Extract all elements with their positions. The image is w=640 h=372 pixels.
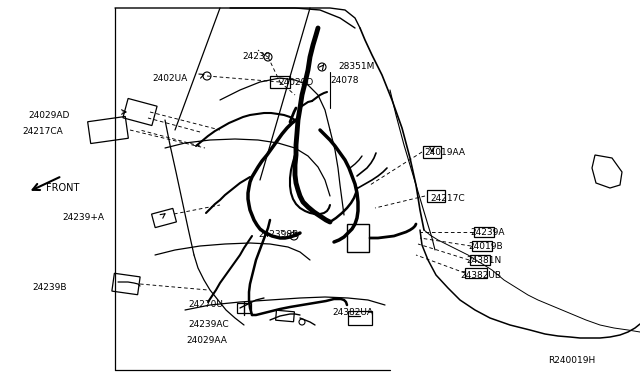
Text: 24019AA: 24019AA <box>424 148 465 157</box>
Text: 24029AD: 24029AD <box>28 111 69 120</box>
Text: 28351M: 28351M <box>338 62 374 71</box>
Polygon shape <box>592 155 622 188</box>
Text: 24029AA: 24029AA <box>186 336 227 345</box>
Text: 24239A: 24239A <box>470 228 504 237</box>
Text: 24078: 24078 <box>330 76 358 85</box>
Text: 24217C: 24217C <box>430 194 465 203</box>
Text: 24029D: 24029D <box>278 78 313 87</box>
Text: 242398B: 242398B <box>258 230 298 239</box>
Text: 24381N: 24381N <box>466 256 501 265</box>
Text: 24239B: 24239B <box>32 283 67 292</box>
Text: 24019B: 24019B <box>468 242 502 251</box>
Text: 24239AC: 24239AC <box>188 320 228 329</box>
Text: 24382UA: 24382UA <box>332 308 373 317</box>
Text: 24217CA: 24217CA <box>22 127 63 136</box>
Text: 24239: 24239 <box>242 52 270 61</box>
Text: 24382UB: 24382UB <box>460 271 501 280</box>
Text: 24270U: 24270U <box>188 300 223 309</box>
Text: R240019H: R240019H <box>548 356 595 365</box>
Text: 2402UA: 2402UA <box>152 74 188 83</box>
Text: 24239+A: 24239+A <box>62 213 104 222</box>
Text: FRONT: FRONT <box>46 183 79 193</box>
